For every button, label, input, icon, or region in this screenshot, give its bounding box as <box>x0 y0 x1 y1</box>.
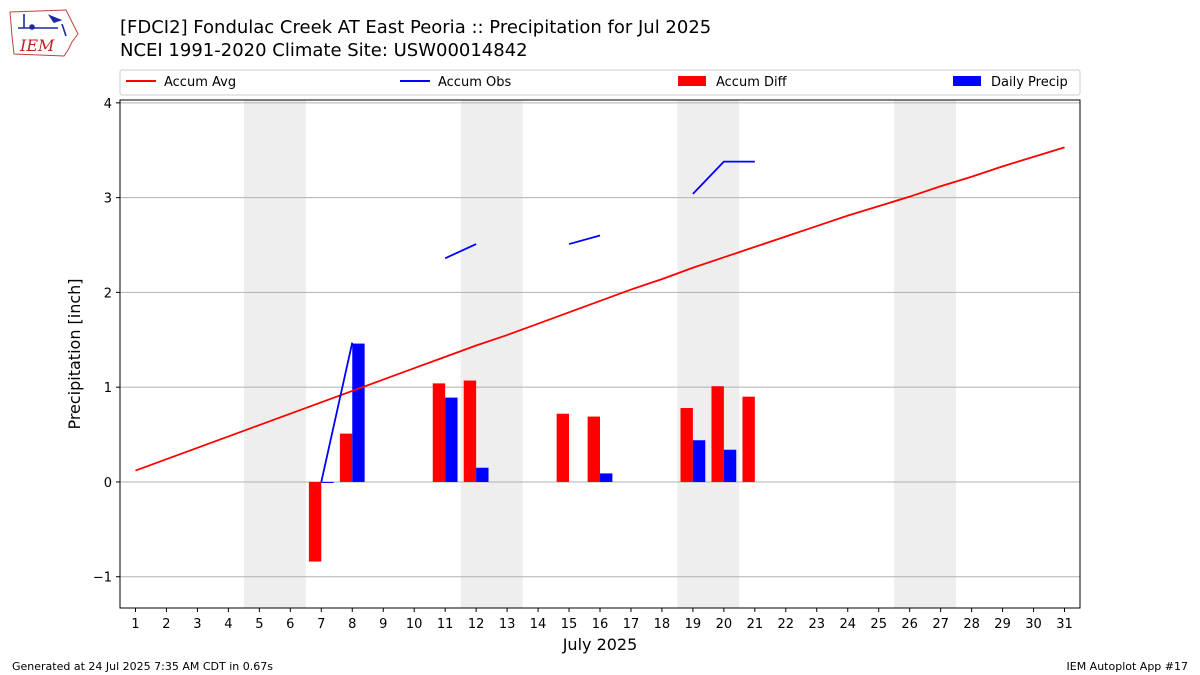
x-tick-label: 6 <box>286 617 294 632</box>
x-tick-label: 12 <box>468 617 485 632</box>
generated-note: Generated at 24 Jul 2025 7:35 AM CDT in … <box>12 660 273 673</box>
x-tick-label: 30 <box>1025 617 1042 632</box>
x-tick-label: 5 <box>255 617 263 632</box>
weekend-band-2 <box>460 100 523 608</box>
accum-diff-bar-day-8 <box>339 433 353 482</box>
x-tick-label: 1 <box>131 617 139 632</box>
x-tick-label: 14 <box>530 617 547 632</box>
accum-diff-bar-day-12 <box>463 380 477 482</box>
y-tick-label: 3 <box>104 192 112 207</box>
x-tick-label: 26 <box>901 617 918 632</box>
legend: Accum Avg Accum Obs Accum Diff Daily Precip <box>119 69 1081 96</box>
legend-label-4: Daily Precip <box>991 75 1068 90</box>
daily-precip-bar-day-20 <box>723 449 737 482</box>
x-tick-label: 4 <box>224 617 232 632</box>
x-tick-label: 8 <box>348 617 356 632</box>
daily-precip-bar-day-12 <box>476 467 489 482</box>
x-tick-label: 24 <box>839 617 856 632</box>
x-tick-label: 9 <box>379 617 387 632</box>
y-axis-label: Precipitation [inch] <box>65 278 84 429</box>
daily-precip-bar-day-19 <box>692 440 706 482</box>
x-tick-label: 2 <box>162 617 170 632</box>
daily-precip-bar-day-11 <box>445 397 458 482</box>
x-tick-label: 28 <box>963 617 980 632</box>
x-tick-label: 3 <box>193 617 201 632</box>
accum-obs-line-segment-4 <box>692 160 755 195</box>
x-axis-label: July 2025 <box>562 635 638 654</box>
accum-obs-line-segment-3 <box>568 234 601 245</box>
daily-precip-bar-day-8 <box>352 343 365 482</box>
iem-logo: IEM <box>9 9 79 57</box>
x-tick-label: 11 <box>437 617 454 632</box>
accum-obs-line-segment-2 <box>444 243 477 260</box>
plot-frame <box>119 99 1081 609</box>
x-tick-label: 21 <box>747 617 764 632</box>
weather-station-icon <box>18 14 67 37</box>
accum-obs-line-segment-1 <box>320 342 354 483</box>
x-tick-label: 29 <box>994 617 1011 632</box>
daily-precip-bar-day-16 <box>600 473 613 482</box>
legend-label-3: Accum Diff <box>716 75 788 90</box>
x-tick-label: 20 <box>716 617 733 632</box>
legend-swatch-3 <box>678 76 706 86</box>
chart-subtitle: NCEI 1991-2020 Climate Site: USW00014842 <box>120 40 528 61</box>
y-tick-label: 4 <box>104 97 112 112</box>
accum-diff-bar-day-7 <box>308 481 322 562</box>
x-tick-label: 23 <box>809 617 826 632</box>
legend-label-2: Accum Obs <box>438 75 511 90</box>
accum-diff-bar-day-20 <box>711 386 724 482</box>
app-note: IEM Autoplot App #17 <box>1066 660 1189 673</box>
weekend-band-3 <box>677 100 740 608</box>
weekend-band-1 <box>243 100 306 608</box>
accum-avg-line-segment-1 <box>135 146 1065 472</box>
accum-diff-bar-day-16 <box>587 416 600 482</box>
legend-swatch-4 <box>953 76 981 86</box>
x-tick-label: 10 <box>406 617 423 632</box>
x-tick-label: 25 <box>870 617 887 632</box>
x-tick-label: 16 <box>592 617 609 632</box>
x-tick-label: 17 <box>623 617 640 632</box>
y-tick-label: 2 <box>104 286 112 301</box>
y-tick-label: 0 <box>104 476 112 491</box>
accum-diff-bar-day-15 <box>556 413 570 482</box>
weekend-band-4 <box>894 100 957 608</box>
chart-title: [FDCI2] Fondulac Creek AT East Peoria ::… <box>120 17 712 38</box>
iowa-outline <box>9 9 79 57</box>
x-tick-label: 19 <box>685 617 702 632</box>
x-tick-label: 7 <box>317 617 325 632</box>
logo-text: IEM <box>19 36 55 55</box>
x-tick-label: 13 <box>499 617 516 632</box>
x-tick-label: 31 <box>1056 617 1073 632</box>
y-tick-label: 1 <box>104 381 112 396</box>
x-tick-label: 27 <box>932 617 949 632</box>
legend-box <box>119 69 1081 96</box>
accum-diff-bar-day-19 <box>680 408 693 482</box>
accum-diff-bar-day-21 <box>742 396 755 482</box>
daily-precip-bar-day-7 <box>321 481 334 483</box>
x-tick-label: 18 <box>654 617 671 632</box>
x-tick-label: 22 <box>778 617 795 632</box>
x-tick-label: 15 <box>561 617 578 632</box>
y-tick-label: −1 <box>93 571 112 586</box>
accum-diff-bar-day-11 <box>432 383 446 482</box>
legend-label-1: Accum Avg <box>164 75 236 90</box>
